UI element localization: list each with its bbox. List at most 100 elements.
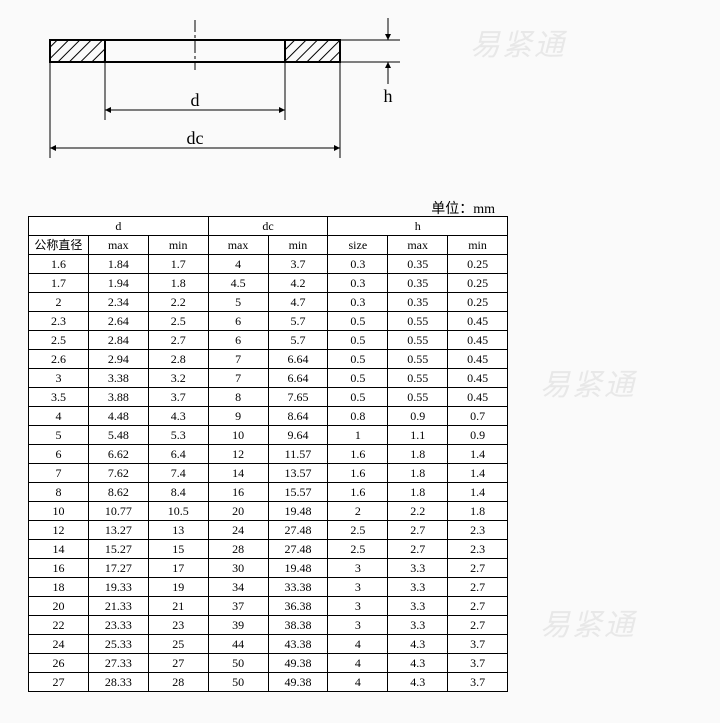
table-row: 1.71.941.84.54.20.30.350.25 — [29, 274, 508, 293]
cell-d_max: 3.38 — [88, 369, 148, 388]
cell-nom: 16 — [29, 559, 89, 578]
cell-nom: 22 — [29, 616, 89, 635]
cell-h_size: 1.6 — [328, 483, 388, 502]
cell-nom: 5 — [29, 426, 89, 445]
cell-nom: 12 — [29, 521, 89, 540]
spec-table: d dc h 公称直径 max min max min size max min… — [28, 216, 508, 692]
cell-h_max: 2.2 — [388, 502, 448, 521]
cell-dc_max: 24 — [208, 521, 268, 540]
cell-h_max: 0.55 — [388, 331, 448, 350]
cell-d_max: 7.62 — [88, 464, 148, 483]
cell-h_max: 0.9 — [388, 407, 448, 426]
table-row: 88.628.41615.571.61.81.4 — [29, 483, 508, 502]
cell-h_max: 3.3 — [388, 597, 448, 616]
cell-h_min: 0.25 — [448, 293, 508, 312]
label-h: h — [384, 86, 393, 106]
table-row: 77.627.41413.571.61.81.4 — [29, 464, 508, 483]
cell-d_max: 4.48 — [88, 407, 148, 426]
col-h-size: size — [328, 236, 388, 255]
cell-d_max: 2.64 — [88, 312, 148, 331]
cell-h_size: 4 — [328, 654, 388, 673]
cell-dc_min: 19.48 — [268, 502, 328, 521]
cell-nom: 20 — [29, 597, 89, 616]
cell-nom: 1.7 — [29, 274, 89, 293]
cell-h_max: 4.3 — [388, 635, 448, 654]
cell-h_size: 2.5 — [328, 540, 388, 559]
cell-h_size: 3 — [328, 578, 388, 597]
cell-h_size: 0.3 — [328, 255, 388, 274]
cell-h_size: 2 — [328, 502, 388, 521]
table-row: 1415.27152827.482.52.72.3 — [29, 540, 508, 559]
col-nominal: 公称直径 — [29, 236, 89, 255]
cell-dc_min: 33.38 — [268, 578, 328, 597]
cell-dc_min: 43.38 — [268, 635, 328, 654]
cell-dc_min: 13.57 — [268, 464, 328, 483]
cell-h_max: 0.35 — [388, 274, 448, 293]
cell-h_size: 0.5 — [328, 312, 388, 331]
cell-d_max: 28.33 — [88, 673, 148, 692]
cell-nom: 4 — [29, 407, 89, 426]
cell-d_min: 1.7 — [148, 255, 208, 274]
table-row: 1617.27173019.4833.32.7 — [29, 559, 508, 578]
cell-dc_max: 44 — [208, 635, 268, 654]
cell-dc_max: 10 — [208, 426, 268, 445]
cell-dc_min: 27.48 — [268, 540, 328, 559]
col-h-min: min — [448, 236, 508, 255]
table-row: 44.484.398.640.80.90.7 — [29, 407, 508, 426]
cell-d_min: 21 — [148, 597, 208, 616]
cell-h_max: 1.1 — [388, 426, 448, 445]
cell-h_min: 1.4 — [448, 445, 508, 464]
cell-h_size: 2.5 — [328, 521, 388, 540]
table-row: 2425.33254443.3844.33.7 — [29, 635, 508, 654]
cell-d_min: 13 — [148, 521, 208, 540]
cell-nom: 3.5 — [29, 388, 89, 407]
cell-dc_min: 4.2 — [268, 274, 328, 293]
cell-nom: 27 — [29, 673, 89, 692]
cell-h_min: 1.8 — [448, 502, 508, 521]
cell-dc_min: 8.64 — [268, 407, 328, 426]
cell-h_min: 3.7 — [448, 654, 508, 673]
cell-h_max: 4.3 — [388, 673, 448, 692]
cell-d_max: 23.33 — [88, 616, 148, 635]
cell-dc_min: 11.57 — [268, 445, 328, 464]
label-d: d — [191, 90, 200, 110]
cell-h_min: 0.45 — [448, 350, 508, 369]
cell-d_min: 2.7 — [148, 331, 208, 350]
cell-d_min: 5.3 — [148, 426, 208, 445]
cell-h_size: 1 — [328, 426, 388, 445]
cell-nom: 2 — [29, 293, 89, 312]
table-row: 1.61.841.743.70.30.350.25 — [29, 255, 508, 274]
table-row: 22.342.254.70.30.350.25 — [29, 293, 508, 312]
cell-nom: 7 — [29, 464, 89, 483]
cell-h_min: 3.7 — [448, 673, 508, 692]
cell-h_min: 0.45 — [448, 312, 508, 331]
cell-h_size: 0.5 — [328, 388, 388, 407]
cell-d_min: 19 — [148, 578, 208, 597]
cell-h_min: 0.7 — [448, 407, 508, 426]
table-row: 3.53.883.787.650.50.550.45 — [29, 388, 508, 407]
cell-dc_max: 12 — [208, 445, 268, 464]
cell-nom: 14 — [29, 540, 89, 559]
cell-h_min: 0.45 — [448, 331, 508, 350]
cell-dc_min: 4.7 — [268, 293, 328, 312]
cell-h_size: 3 — [328, 559, 388, 578]
cell-h_size: 1.6 — [328, 445, 388, 464]
cell-dc_max: 9 — [208, 407, 268, 426]
table-body: 1.61.841.743.70.30.350.251.71.941.84.54.… — [29, 255, 508, 692]
cell-h_max: 1.8 — [388, 464, 448, 483]
cell-dc_max: 6 — [208, 312, 268, 331]
cell-d_min: 2.8 — [148, 350, 208, 369]
table-row: 2627.33275049.3844.33.7 — [29, 654, 508, 673]
cell-h_max: 0.55 — [388, 312, 448, 331]
cell-d_max: 2.34 — [88, 293, 148, 312]
cell-d_min: 2.2 — [148, 293, 208, 312]
table-row: 1819.33193433.3833.32.7 — [29, 578, 508, 597]
cell-dc_min: 36.38 — [268, 597, 328, 616]
cell-nom: 26 — [29, 654, 89, 673]
cell-d_max: 10.77 — [88, 502, 148, 521]
table-row: 2728.33285049.3844.33.7 — [29, 673, 508, 692]
cell-h_min: 1.4 — [448, 483, 508, 502]
cell-h_min: 1.4 — [448, 464, 508, 483]
cell-d_max: 2.94 — [88, 350, 148, 369]
cell-d_max: 17.27 — [88, 559, 148, 578]
